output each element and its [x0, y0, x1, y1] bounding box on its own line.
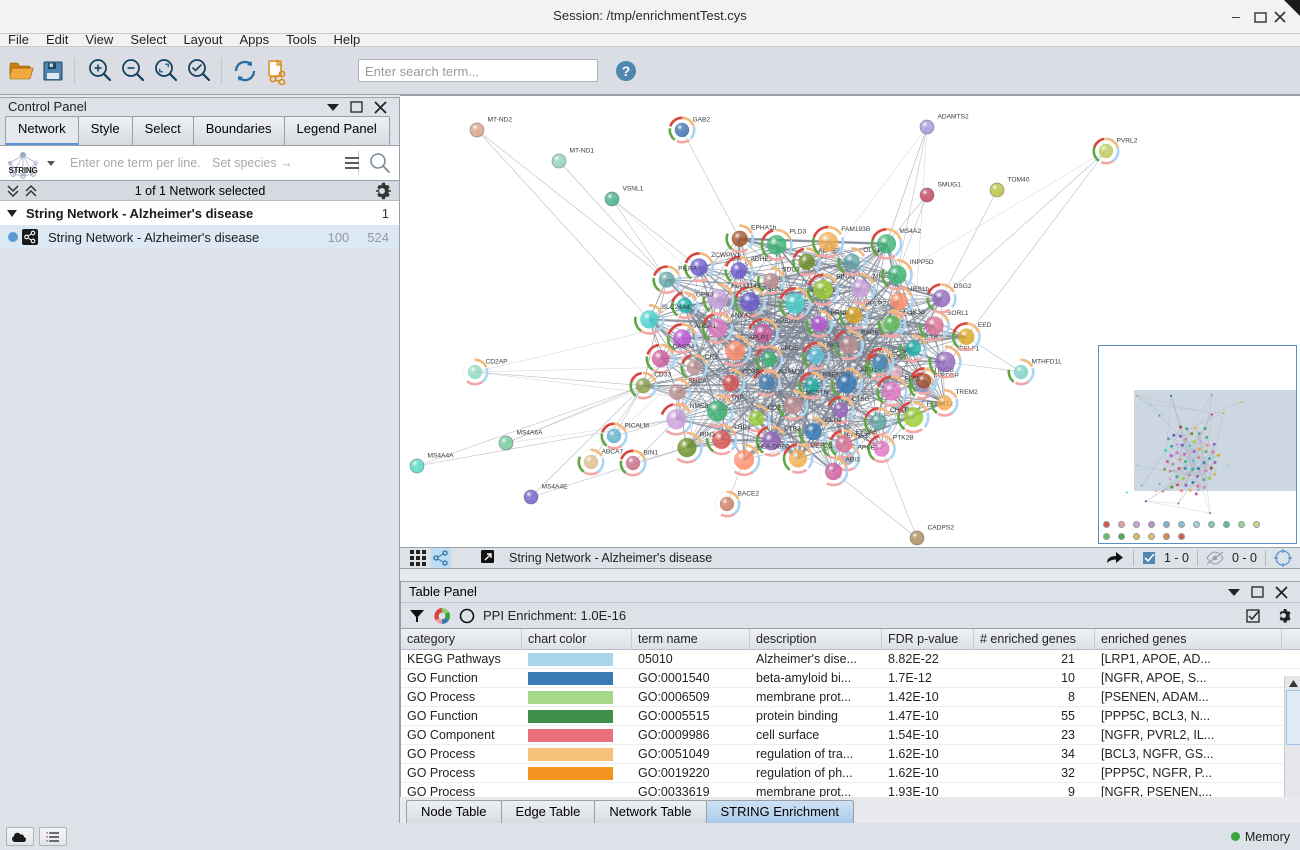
- svg-text:LRP1: LRP1: [734, 424, 751, 431]
- svg-text:SLC24A4: SLC24A4: [662, 304, 691, 311]
- svg-text:CD33: CD33: [654, 372, 671, 379]
- svg-text:MT-ND2: MT-ND2: [488, 117, 513, 124]
- svg-text:NCSTN: NCSTN: [805, 390, 828, 397]
- svg-text:CTSD: CTSD: [852, 396, 870, 403]
- svg-text:VSNL1: VSNL1: [623, 186, 644, 193]
- svg-text:SMUG1: SMUG1: [938, 182, 962, 189]
- svg-text:TNF: TNF: [731, 394, 744, 401]
- svg-text:ADAMTS2: ADAMTS2: [938, 114, 969, 121]
- svg-text:MS4A6A: MS4A6A: [517, 430, 544, 437]
- svg-text:PTK2B: PTK2B: [893, 435, 914, 442]
- svg-text:ZCWPW1: ZCWPW1: [711, 252, 741, 259]
- svg-text:NME8: NME8: [690, 403, 709, 410]
- svg-text:RIN3: RIN3: [700, 432, 715, 439]
- svg-text:C1B2: C1B2: [784, 425, 801, 432]
- svg-text:MS4A2: MS4A2: [899, 228, 921, 235]
- svg-text:CD2AP: CD2AP: [486, 359, 509, 366]
- svg-text:ADAM10: ADAM10: [778, 368, 805, 375]
- svg-text:PILRA: PILRA: [678, 265, 698, 272]
- svg-text:PVRL2: PVRL2: [1117, 138, 1138, 145]
- svg-text:CLU2: CLU2: [825, 417, 842, 424]
- svg-text:GAB2: GAB2: [693, 117, 711, 124]
- svg-text:ABCA7: ABCA7: [602, 449, 624, 456]
- svg-text:CD3S: CD3S: [742, 368, 760, 375]
- svg-text:MT-ND1: MT-ND1: [570, 148, 595, 155]
- svg-text:MEF2C: MEF2C: [810, 443, 833, 450]
- svg-text:EFNA5: EFNA5: [856, 429, 878, 436]
- svg-text:MS4A4A: MS4A4A: [428, 453, 455, 460]
- svg-text:CADPS2: CADPS2: [928, 525, 955, 532]
- svg-text:CR1: CR1: [705, 354, 719, 361]
- svg-text:SNCA: SNCA: [688, 378, 707, 385]
- svg-text:PICALM: PICALM: [625, 423, 650, 430]
- svg-text:ABI3: ABI3: [845, 457, 860, 464]
- svg-text:MTHFD1L: MTHFD1L: [1032, 359, 1063, 366]
- svg-text:HLA-DRB5: HLA-DRB5: [757, 443, 790, 450]
- svg-text:IRS1b: IRS1b: [911, 286, 930, 293]
- svg-text:TREM2: TREM2: [955, 389, 978, 396]
- svg-text:BACE2: BACE2: [738, 491, 760, 498]
- svg-text:?: ?: [622, 63, 631, 79]
- svg-text:FAM193B: FAM193B: [841, 226, 871, 233]
- svg-text:INPP5D: INPP5D: [910, 259, 934, 266]
- svg-text:ABCA1: ABCA1: [695, 323, 717, 330]
- svg-text:GPR3: GPR3: [696, 291, 714, 298]
- svg-text:BIN1: BIN1: [644, 450, 659, 457]
- svg-text:APOE: APOE: [780, 345, 799, 352]
- svg-text:CASS4: CASS4: [673, 344, 695, 351]
- svg-text:TOM40: TOM40: [1008, 177, 1030, 184]
- svg-text:DSG2: DSG2: [954, 283, 972, 290]
- svg-text:–: –: [1232, 9, 1240, 24]
- svg-text:APLP1: APLP1: [748, 334, 769, 341]
- svg-text:ANXA2: ANXA2: [730, 312, 752, 319]
- svg-text:CD2: CD2: [767, 404, 781, 411]
- svg-text:EED: EED: [978, 322, 992, 329]
- svg-text:SORL1: SORL1: [947, 310, 969, 317]
- svg-text:EPHA1b: EPHA1b: [751, 224, 777, 231]
- svg-text:PLD3: PLD3: [790, 229, 807, 236]
- svg-text:MS4A4E: MS4A4E: [542, 484, 569, 491]
